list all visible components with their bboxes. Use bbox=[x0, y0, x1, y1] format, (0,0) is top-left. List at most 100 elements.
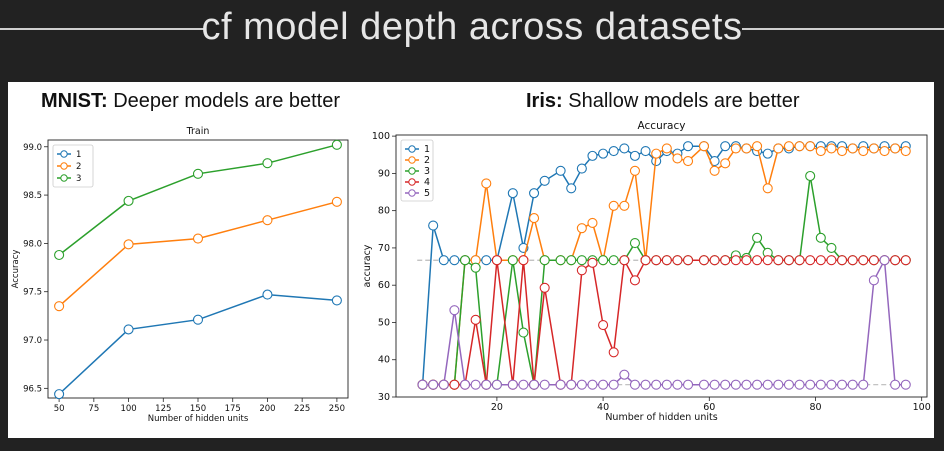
train-series-1-point bbox=[123, 324, 134, 335]
accuracy-series-5-point bbox=[773, 379, 784, 390]
accuracy-series-2-point bbox=[608, 200, 619, 211]
accuracy-series-2-point bbox=[682, 156, 694, 167]
train-y-tick-label: 98.5 bbox=[23, 191, 42, 201]
accuracy-series-2-point bbox=[730, 143, 741, 154]
title-rule-right bbox=[742, 28, 944, 30]
accuracy-series-2-point bbox=[858, 145, 869, 157]
accuracy-series-4-point bbox=[773, 255, 784, 266]
accuracy-series-2-point bbox=[868, 143, 879, 154]
accuracy-series-2-point bbox=[619, 200, 630, 211]
accuracy-chart: Accuracy 20 40 60 80 100 30 40 50 60 70 80 90 100 Numb… bbox=[362, 120, 931, 423]
accuracy-legend-label-2: 2 bbox=[424, 155, 430, 166]
accuracy-series-5-point bbox=[868, 275, 879, 286]
accuracy-series-5-point bbox=[598, 379, 609, 390]
accuracy-series-2-point bbox=[826, 143, 837, 154]
accuracy-series-4-point bbox=[491, 255, 502, 266]
accuracy-legend-label-5: 5 bbox=[424, 188, 430, 199]
accuracy-series-2-point bbox=[794, 141, 805, 152]
accuracy-series-1-point bbox=[629, 150, 641, 161]
accuracy-series-3-point bbox=[815, 232, 826, 243]
accuracy-series-5-point bbox=[529, 379, 540, 390]
accuracy-series-4-point bbox=[752, 255, 763, 266]
accuracy-series-4-point bbox=[890, 255, 901, 266]
accuracy-x-tick-label: 80 bbox=[809, 402, 821, 413]
mnist-heading: MNIST: Deeper models are better bbox=[41, 90, 340, 113]
accuracy-series-4-point bbox=[730, 255, 741, 266]
accuracy-series-5-point bbox=[752, 379, 763, 390]
accuracy-series-1-point bbox=[428, 220, 439, 231]
accuracy-series-4-point bbox=[847, 255, 858, 266]
train-legend-marker bbox=[60, 150, 68, 158]
accuracy-y-tick-label: 80 bbox=[378, 206, 390, 217]
accuracy-series-4-point bbox=[783, 255, 794, 266]
accuracy-series-2-point bbox=[805, 141, 816, 152]
accuracy-series-5-point bbox=[438, 379, 449, 390]
accuracy-series-5-point bbox=[449, 305, 460, 316]
accuracy-series-2-point bbox=[709, 165, 720, 176]
train-legend-label-1: 1 bbox=[76, 150, 81, 160]
accuracy-plot-frame bbox=[395, 134, 928, 398]
accuracy-y-axis-label: accuracy bbox=[362, 244, 373, 287]
accuracy-series-2-point bbox=[661, 143, 672, 154]
accuracy-series-1-point bbox=[608, 145, 619, 157]
accuracy-series-3-point bbox=[459, 255, 471, 266]
train-series-2-point bbox=[262, 215, 273, 226]
accuracy-title: Accuracy bbox=[638, 120, 686, 132]
accuracy-series-4-point bbox=[836, 255, 848, 266]
accuracy-series-5-point bbox=[491, 379, 502, 390]
accuracy-series-5-point bbox=[661, 379, 672, 390]
accuracy-series-5-point bbox=[459, 379, 471, 390]
train-legend-label-2: 2 bbox=[76, 162, 81, 172]
train-x-tick-label: 125 bbox=[155, 404, 171, 414]
train-y-tick-label: 99.0 bbox=[23, 143, 42, 153]
accuracy-series-3-point bbox=[752, 232, 763, 243]
accuracy-series-5-point bbox=[587, 379, 598, 390]
accuracy-series-3-point bbox=[539, 255, 550, 266]
accuracy-y-tick-label: 50 bbox=[378, 317, 390, 328]
mnist-heading-text: Deeper models are better bbox=[107, 90, 341, 112]
train-x-tick-label: 150 bbox=[190, 404, 206, 414]
accuracy-series-3-point bbox=[576, 255, 587, 266]
title-bar: cf model depth across datasets bbox=[0, 0, 944, 80]
accuracy-series-1-point bbox=[682, 141, 694, 152]
train-x-tick-label: 75 bbox=[88, 404, 99, 414]
accuracy-series-1-point bbox=[481, 255, 492, 266]
accuracy-series-2-point bbox=[629, 165, 641, 176]
accuracy-series-2-point bbox=[651, 148, 662, 159]
accuracy-y-tick-label: 70 bbox=[378, 243, 390, 254]
accuracy-series-5-point bbox=[858, 379, 869, 390]
train-x-tick-label: 50 bbox=[54, 404, 65, 414]
accuracy-series-2-point bbox=[481, 178, 492, 189]
train-series-2-point bbox=[192, 233, 204, 244]
accuracy-series-1-point bbox=[507, 188, 518, 199]
page-title: cf model depth across datasets bbox=[201, 6, 743, 48]
accuracy-series-4-point bbox=[539, 282, 550, 293]
accuracy-series-3-point bbox=[805, 170, 816, 182]
iris-heading: Iris: Shallow models are better bbox=[526, 90, 799, 113]
accuracy-series-4-point bbox=[629, 275, 641, 286]
train-y-tick-label: 97.0 bbox=[23, 336, 42, 346]
train-y-tick-label: 97.5 bbox=[23, 288, 42, 298]
accuracy-series-5-point bbox=[619, 369, 630, 380]
accuracy-series-4-point bbox=[762, 255, 773, 266]
accuracy-series-4-point bbox=[794, 255, 805, 266]
accuracy-series-2-point bbox=[773, 143, 784, 154]
accuracy-series-2-point bbox=[783, 141, 794, 152]
accuracy-series-4-point bbox=[651, 255, 662, 266]
accuracy-series-2-point bbox=[720, 158, 731, 169]
train-y-tick-label: 98.0 bbox=[23, 239, 42, 249]
accuracy-series-1-point bbox=[576, 163, 587, 174]
accuracy-series-5-point bbox=[608, 379, 619, 390]
accuracy-series-5-point bbox=[481, 379, 492, 390]
train-legend-marker bbox=[60, 162, 68, 170]
accuracy-series-5-point bbox=[836, 379, 848, 390]
accuracy-y-tick-label: 30 bbox=[378, 392, 390, 403]
accuracy-series-5-point bbox=[741, 379, 752, 390]
train-series-3-point bbox=[54, 249, 65, 261]
train-x-tick-label: 200 bbox=[259, 404, 275, 414]
accuracy-series-2-point bbox=[762, 183, 773, 194]
accuracy-x-tick-label: 40 bbox=[597, 402, 609, 413]
train-x-tick-label: 250 bbox=[329, 404, 345, 414]
accuracy-series-1-point bbox=[539, 175, 550, 186]
train-series-3-point bbox=[262, 158, 273, 169]
